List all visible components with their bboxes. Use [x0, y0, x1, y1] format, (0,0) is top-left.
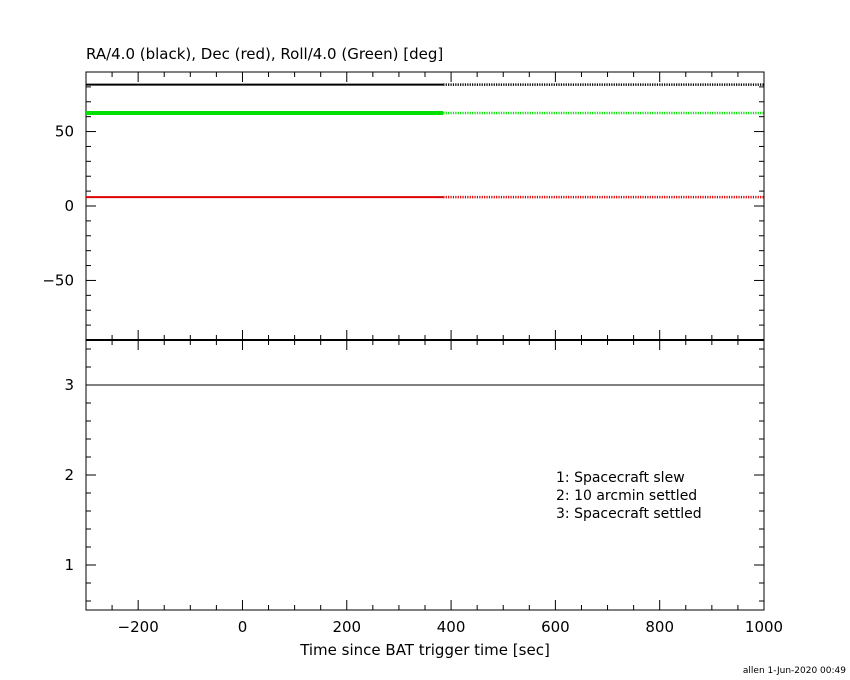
y-tick-label: 0	[64, 197, 74, 215]
bottom-x-tick-labels: −200 0 200 400 600 800 1000	[118, 618, 784, 636]
annotation-1: 1: Spacecraft slew	[556, 470, 685, 486]
x-tick-label: 0	[238, 618, 248, 636]
annotation-2: 2: 10 arcmin settled	[556, 488, 697, 504]
bottom-panel: −200 0 200 400 600 800 1000 1 2 3 Time since BAT…	[64, 339, 784, 659]
y-tick-label: 3	[64, 376, 74, 394]
y-tick-label: 2	[64, 466, 74, 484]
top-panel-title: RA/4.0 (black), Dec (red), Roll/4.0 (Gre…	[86, 45, 443, 63]
x-axis-label: Time since BAT trigger time [sec]	[299, 641, 550, 659]
x-tick-label: −200	[118, 618, 159, 636]
footer-timestamp: allen 1-Jun-2020 00:49	[743, 666, 846, 676]
top-series	[86, 83, 764, 199]
legend-annotations: 1: Spacecraft slew 2: 10 arcmin settled …	[556, 470, 702, 522]
top-panel: RA/4.0 (black), Dec (red), Roll/4.0 (Gre…	[42, 45, 765, 341]
x-tick-label: 200	[332, 618, 361, 636]
bottom-x-ticks	[85, 340, 765, 610]
x-tick-label: 400	[437, 618, 466, 636]
top-y-tick-labels: −50 0 50	[42, 123, 74, 290]
bottom-y-tick-labels: 1 2 3	[64, 376, 74, 574]
y-tick-label: 1	[64, 556, 74, 574]
y-tick-label: −50	[42, 271, 74, 289]
annotation-3: 3: Spacecraft settled	[556, 506, 702, 522]
x-tick-label: 600	[541, 618, 570, 636]
y-tick-label: 50	[55, 123, 74, 141]
x-tick-label: 800	[645, 618, 674, 636]
top-y-ticks	[86, 86, 764, 326]
x-tick-label: 1000	[745, 618, 783, 636]
